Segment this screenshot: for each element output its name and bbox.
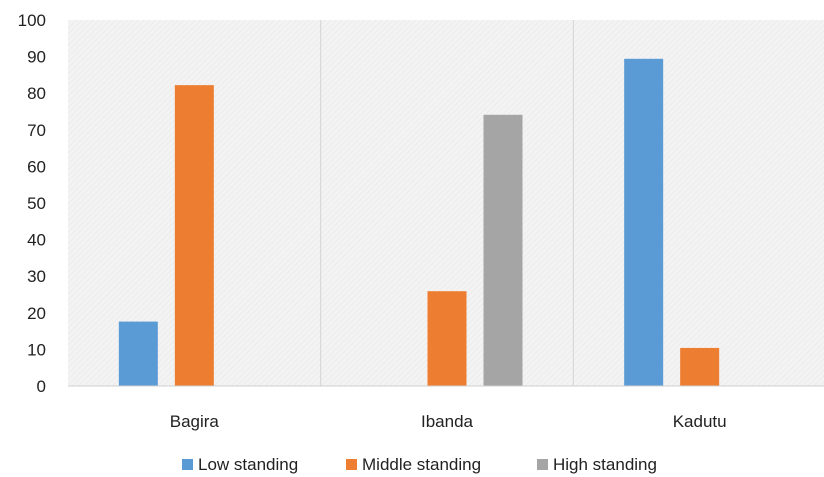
legend-swatch [537, 459, 548, 470]
x-category-label: Kadutu [673, 412, 727, 431]
category-separators [320, 20, 574, 386]
y-tick-label: 80 [27, 84, 46, 103]
legend-label: Low standing [198, 455, 298, 474]
bar-middle-standing-ibanda [427, 291, 467, 386]
y-tick-label: 10 [27, 340, 46, 359]
y-tick-label: 20 [27, 304, 46, 323]
bar-middle-standing-bagira [174, 85, 214, 386]
bar-low-standing-bagira [118, 321, 158, 386]
legend-swatch [346, 459, 357, 470]
bar-middle-standing-kadutu [680, 347, 720, 386]
x-category-label: Bagira [170, 412, 220, 431]
legend: Low standing Middle standing High standing [182, 455, 657, 474]
y-tick-label: 60 [27, 157, 46, 176]
y-tick-label: 90 [27, 48, 46, 67]
y-tick-label: 70 [27, 121, 46, 140]
legend-swatch [182, 459, 193, 470]
y-tick-label: 30 [27, 267, 46, 286]
y-tick-label: 100 [18, 11, 46, 30]
x-category-label: Ibanda [421, 412, 474, 431]
y-tick-label: 40 [27, 231, 46, 250]
bars [118, 58, 720, 387]
x-axis-categories: Bagira Ibanda Kadutu [170, 412, 727, 431]
bar-high-standing-ibanda [483, 114, 523, 386]
y-tick-label: 50 [27, 194, 46, 213]
legend-label: High standing [553, 455, 657, 474]
y-axis-ticks: 0 10 20 30 40 50 60 70 80 90 100 [18, 11, 46, 396]
bar-low-standing-kadutu [624, 58, 664, 387]
legend-label: Middle standing [362, 455, 481, 474]
y-tick-label: 0 [37, 377, 46, 396]
